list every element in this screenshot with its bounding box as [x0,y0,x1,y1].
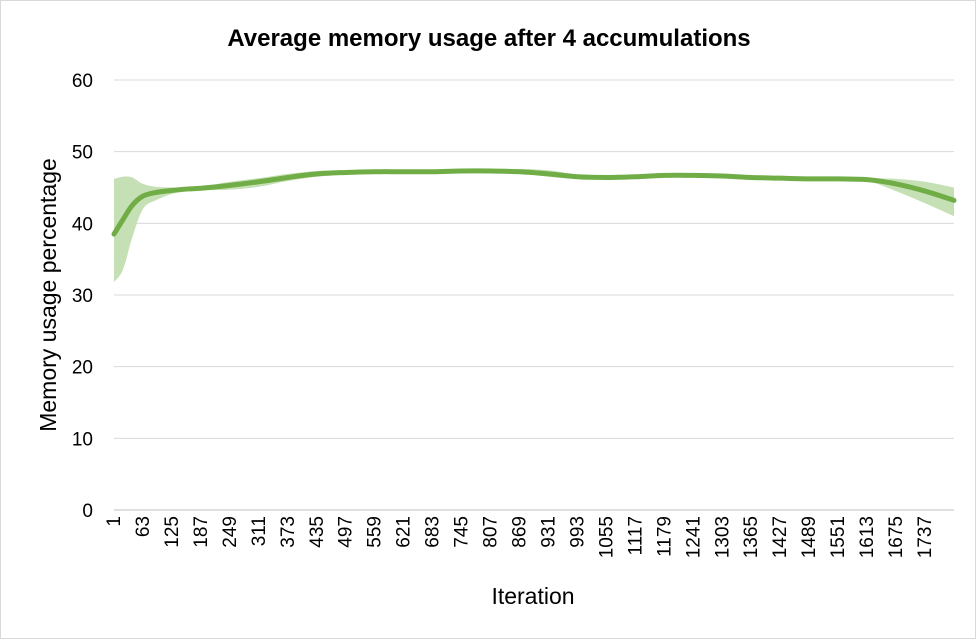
x-tick-label: 125 [162,516,183,548]
x-tick-label: 373 [278,516,299,548]
y-tick-label: 10 [72,429,93,450]
y-tick-label: 50 [72,143,93,164]
y-tick-label: 30 [72,286,93,307]
x-tick-label: 1737 [915,516,936,558]
x-tick-label: 63 [133,516,154,537]
x-tick-label: 249 [220,516,241,548]
x-tick-label: 1613 [857,516,878,558]
x-tick-label: 869 [510,516,531,548]
x-tick-label: 931 [538,516,559,548]
x-tick-label: 1 [104,516,125,527]
x-tick-label: 1055 [596,516,617,558]
x-tick-label: 1303 [712,516,733,558]
x-tick-label: 1179 [654,516,675,557]
series-line-path [111,168,957,237]
y-tick-label: 20 [72,358,93,379]
x-tick-label: 621 [394,516,415,548]
x-axis-title: Iteration [491,583,574,609]
x-tick-label: 1427 [770,516,791,558]
x-tick-label: 993 [567,516,588,548]
x-tick-label: 1241 [683,516,704,558]
x-tick-label: 497 [336,516,357,548]
y-axis-title: Memory usage percentage [35,158,61,432]
x-tick-label: 807 [481,516,502,548]
x-tick-label: 559 [365,516,386,548]
x-tick-label: 745 [452,516,473,548]
x-axis-ticks: 1 63 125 187 249 311 373 435 497 559 621 683 745 807 8… [104,516,936,558]
x-tick-label: 1117 [625,516,646,555]
chart-title: Average memory usage after 4 accumulatio… [227,25,750,52]
y-axis-ticks: 0 10 20 30 40 50 60 [72,71,93,522]
x-tick-label: 187 [191,516,212,548]
y-tick-label: 40 [72,214,93,235]
x-tick-label: 435 [307,516,328,548]
x-tick-label: 1365 [741,516,762,558]
x-tick-label: 1551 [828,516,849,558]
x-tick-label: 683 [423,516,444,548]
y-tick-label: 60 [72,71,93,92]
gridlines [114,79,954,439]
x-tick-label: 311 [249,516,270,546]
x-tick-label: 1489 [799,516,820,558]
x-tick-label: 1675 [886,516,907,558]
y-tick-label: 0 [82,501,93,522]
series-line [111,168,957,237]
